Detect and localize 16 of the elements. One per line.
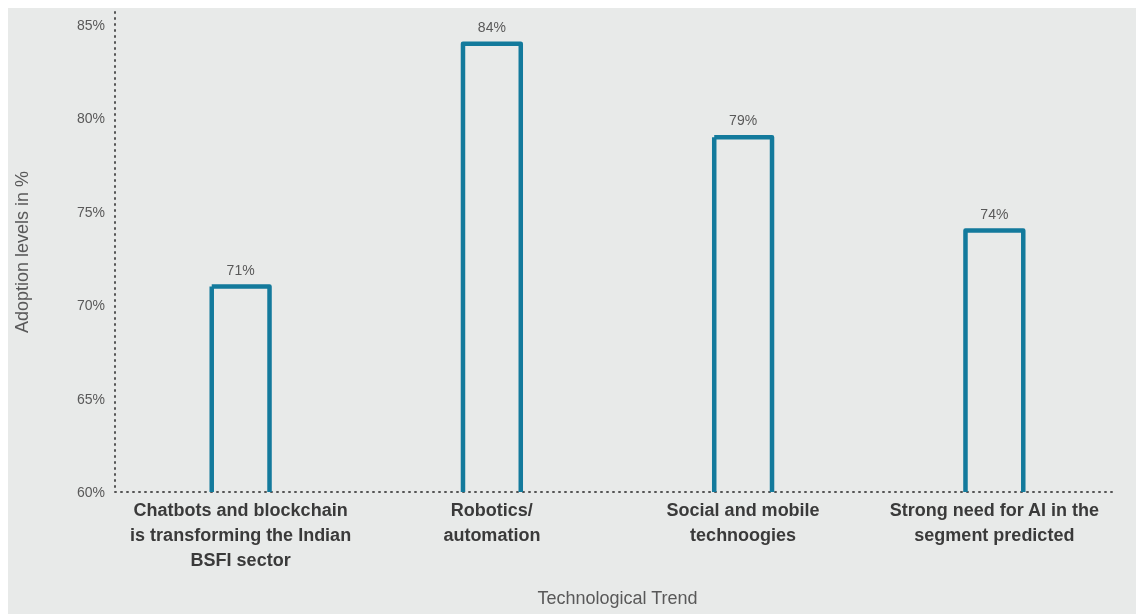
x-tick-label: Robotics/ automation	[443, 500, 541, 545]
y-tick-label: 85%	[76, 16, 105, 33]
y-tick-label: 75%	[76, 203, 105, 220]
data-label: 84%	[477, 18, 506, 35]
x-tick-label: Strong need for AI in the segment predicted	[889, 500, 1100, 545]
data-label: 71%	[226, 261, 255, 278]
y-tick-label: 60%	[76, 483, 105, 500]
data-label: 79%	[729, 112, 758, 129]
y-tick-label: 80%	[76, 110, 105, 127]
x-tick-label: Chatbots and blockchain is transforming the Indian BSFI sector	[130, 500, 352, 570]
data-label: 74%	[980, 205, 1009, 222]
x-axis-title: Technological Trend	[537, 588, 698, 608]
y-tick-label: 70%	[76, 297, 105, 314]
y-tick-label: 65%	[76, 390, 105, 407]
y-axis-title: Adoption levels in %	[12, 170, 33, 334]
x-tick-label: Social and mobile technoogies	[666, 500, 820, 545]
